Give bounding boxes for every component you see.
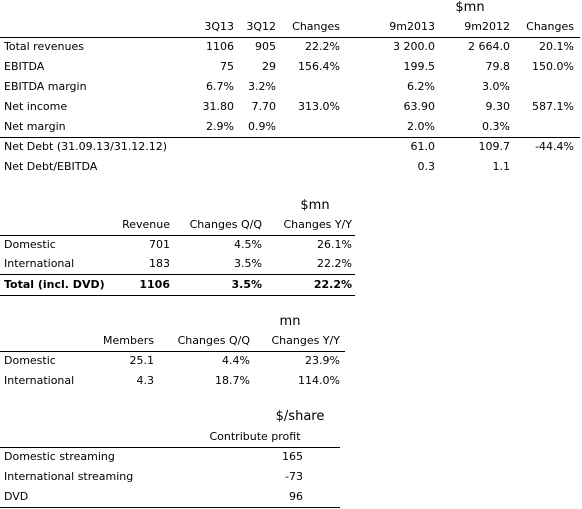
column-header: 3Q13 — [204, 20, 234, 33]
cell: 1106 — [139, 278, 170, 291]
cell: 9.30 — [485, 100, 511, 113]
cell: 2 664.0 — [468, 40, 510, 53]
rule — [0, 507, 340, 508]
cell: 4.5% — [234, 238, 262, 251]
cell: 199.5 — [403, 60, 436, 73]
column-header: Members — [103, 334, 154, 347]
unit-label: mn — [279, 314, 301, 329]
column-header: Changes — [292, 20, 340, 33]
cell: 6.2% — [407, 80, 435, 93]
cell: 0.3 — [417, 160, 436, 173]
row-label: Domestic — [4, 238, 56, 251]
unit-label: $mn — [300, 198, 330, 213]
column-header: 3Q12 — [246, 20, 276, 33]
cell: 29 — [262, 60, 276, 73]
row-label: Net income — [4, 100, 68, 113]
cell: 109.7 — [478, 140, 511, 153]
cell: 114.0% — [298, 374, 340, 387]
rule — [0, 274, 355, 275]
cell: 1106 — [206, 40, 234, 53]
cell: 96 — [289, 490, 303, 503]
row-label: Domestic streaming — [4, 450, 115, 463]
cell: 2.9% — [206, 120, 234, 133]
cell: 31.80 — [202, 100, 235, 113]
cell: 61.0 — [410, 140, 436, 153]
row-label: Net margin — [4, 120, 66, 133]
cell: 0.3% — [482, 120, 510, 133]
cell: -73 — [285, 470, 303, 483]
cell: 701 — [149, 238, 170, 251]
cell: 2.0% — [407, 120, 435, 133]
cell: 3 200.0 — [393, 40, 435, 53]
row-label: Net Debt (31.09.13/31.12.12) — [4, 140, 168, 153]
row-label: International — [4, 257, 75, 270]
cell: 3.5% — [231, 278, 262, 291]
row-label: EBITDA — [4, 60, 45, 73]
cell: 4.3 — [136, 374, 155, 387]
row-label: EBITDA margin — [4, 80, 87, 93]
column-header: 9m2013 — [389, 20, 435, 33]
rule — [0, 447, 340, 448]
row-label: Net Debt/EBITDA — [4, 160, 98, 173]
cell: 905 — [255, 40, 276, 53]
rule — [0, 235, 355, 236]
cell: 23.9% — [305, 354, 340, 367]
cell: 1.1 — [492, 160, 511, 173]
cell: 18.7% — [215, 374, 250, 387]
column-header: Changes — [526, 20, 574, 33]
column-header: Revenue — [122, 218, 170, 231]
cell: 7.70 — [251, 100, 277, 113]
cell: 587.1% — [532, 100, 574, 113]
rule — [0, 351, 345, 352]
cell: 165 — [282, 450, 303, 463]
column-header: Changes Y/Y — [271, 334, 341, 347]
column-header: 9m2012 — [464, 20, 510, 33]
column-header: Contribute profit — [209, 430, 301, 443]
rule — [0, 37, 580, 38]
rule — [0, 295, 355, 296]
cell: 75 — [220, 60, 234, 73]
column-header: Changes Q/Q — [189, 218, 262, 231]
cell: 183 — [149, 257, 170, 270]
row-label: Total revenues — [4, 40, 84, 53]
cell: -44.4% — [535, 140, 574, 153]
cell: 26.1% — [317, 238, 352, 251]
cell: 150.0% — [532, 60, 574, 73]
cell: 79.8 — [485, 60, 511, 73]
cell: 313.0% — [298, 100, 340, 113]
cell: 3.2% — [248, 80, 276, 93]
cell: 4.4% — [222, 354, 250, 367]
row-label: International — [4, 374, 75, 387]
cell: 22.2% — [313, 278, 352, 291]
cell: 156.4% — [298, 60, 340, 73]
cell: 22.2% — [305, 40, 340, 53]
rule — [0, 137, 580, 138]
cell: 25.1 — [129, 354, 155, 367]
cell: 20.1% — [539, 40, 574, 53]
column-header: Changes Y/Y — [283, 218, 353, 231]
cell: 22.2% — [317, 257, 352, 270]
cell: 63.90 — [403, 100, 436, 113]
unit-label: $/share — [275, 409, 325, 424]
cell: 3.0% — [482, 80, 510, 93]
row-label: DVD — [4, 490, 29, 503]
cell: 6.7% — [206, 80, 234, 93]
column-header: Changes Q/Q — [177, 334, 250, 347]
row-label: Domestic — [4, 354, 56, 367]
row-label: Total (incl. DVD) — [4, 278, 105, 291]
cell: 0.9% — [248, 120, 276, 133]
cell: 3.5% — [234, 257, 262, 270]
row-label: International streaming — [4, 470, 134, 483]
unit-label: $mn — [455, 0, 485, 15]
